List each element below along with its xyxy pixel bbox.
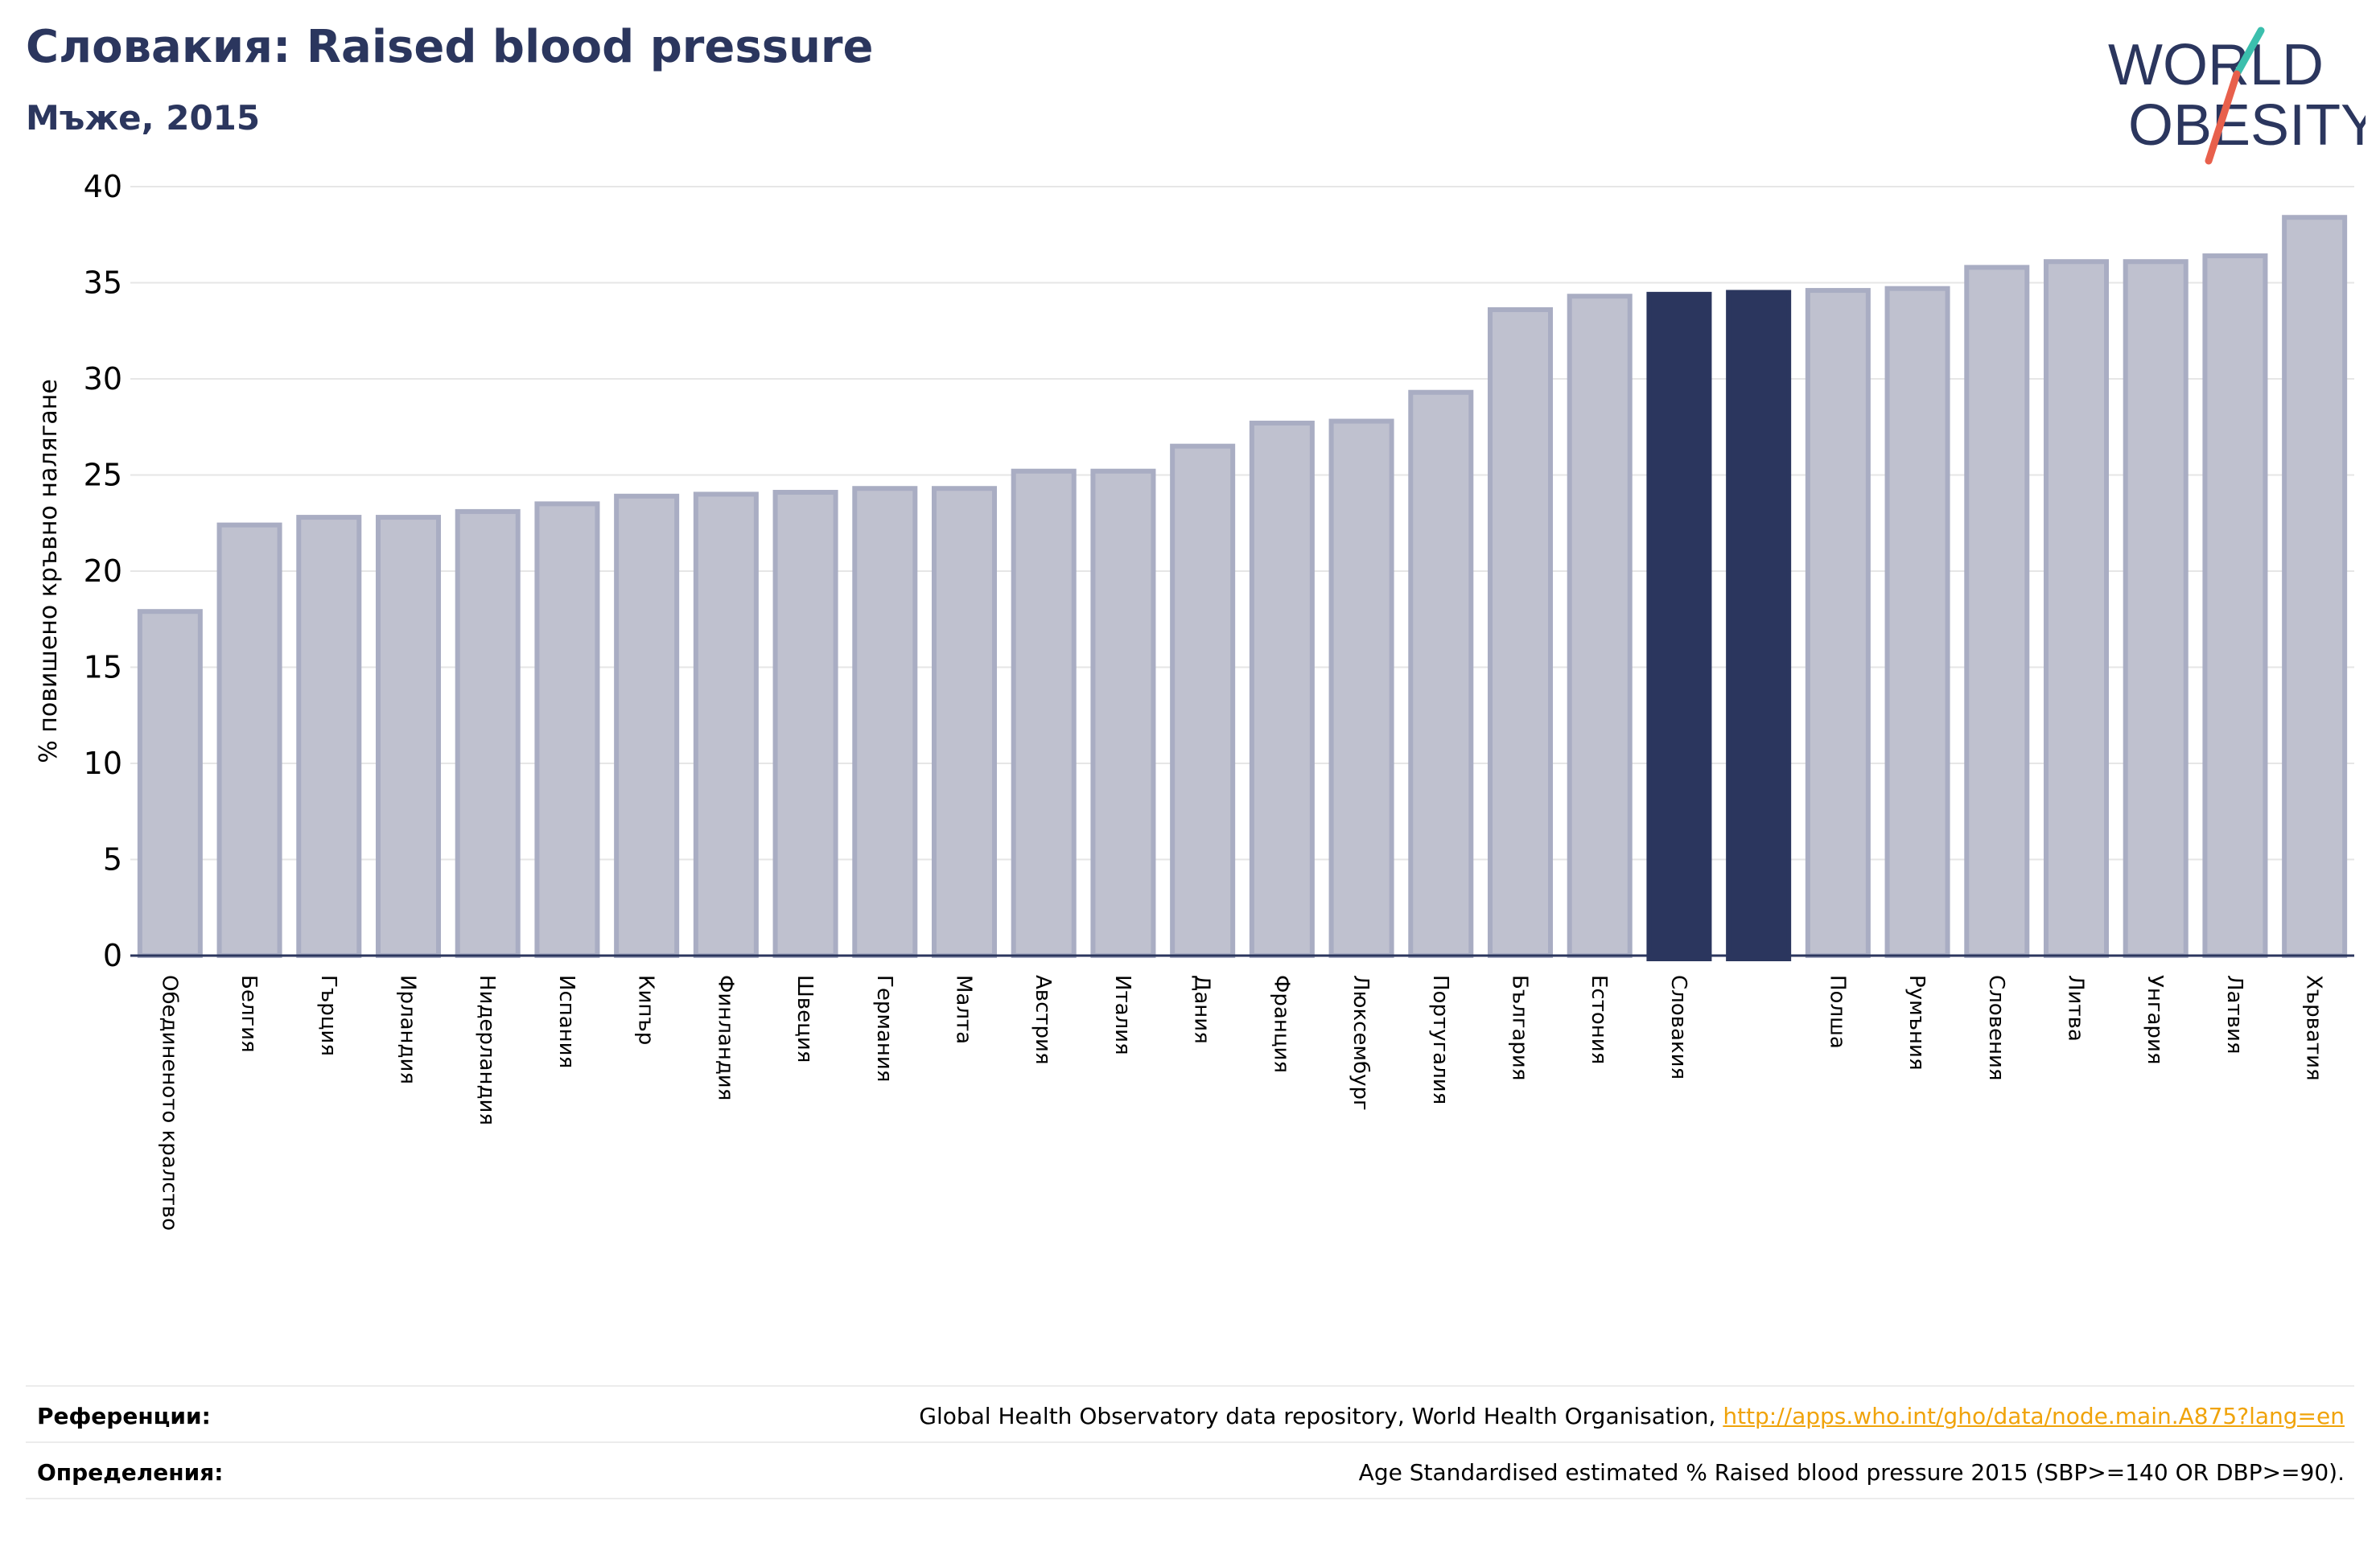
- bar: [1328, 418, 1394, 958]
- references-link[interactable]: http://apps.who.int/gho/data/node.main.A…: [1723, 1403, 2345, 1429]
- x-tick-label: Австрия: [1031, 975, 1055, 1065]
- x-tick-label: Нидерландия: [475, 975, 499, 1125]
- x-tick-label: Латвия: [2222, 975, 2246, 1055]
- footer-divider-top: [26, 1385, 2354, 1387]
- references-label: Референции:: [37, 1403, 211, 1429]
- bar: [534, 501, 600, 958]
- bar: [2282, 215, 2348, 958]
- bar: [1011, 468, 1077, 958]
- x-tick-label: Малта: [952, 975, 976, 1044]
- logo-line1: WORLD: [2108, 33, 2324, 97]
- bar: [216, 522, 282, 958]
- x-tick-label: Румъния: [1904, 975, 1929, 1071]
- x-tick-label: Полша: [1825, 975, 1849, 1049]
- y-axis-label: % повишено кръвно налягане: [35, 379, 63, 763]
- x-tick-label: Люксембург: [1349, 975, 1373, 1111]
- x-tick-label: Франция: [1269, 975, 1293, 1073]
- x-tick-label: Испания: [554, 975, 579, 1068]
- bar: [296, 515, 362, 958]
- bar-chart: 0 5 10 15 20 25 30 35 40 % повишено кръвно наляга…: [35, 169, 2354, 1231]
- x-tick-label: Кипър: [634, 975, 658, 1045]
- bar: [1170, 443, 1236, 958]
- x-tick-label: Обединеното кралство: [157, 975, 181, 1231]
- bar: [2202, 253, 2268, 959]
- footer-divider-middle: [26, 1441, 2354, 1443]
- bar: [1567, 294, 1633, 959]
- world-obesity-logo: WORLD OBESITY: [2108, 27, 2366, 165]
- references-text: Global Health Observatory data repositor…: [919, 1403, 2345, 1429]
- chart-subtitle: Мъже, 2015: [26, 98, 261, 138]
- y-tick-label: 20: [84, 553, 122, 589]
- y-tick-label: 30: [84, 361, 122, 397]
- x-tick-label: Хърватия: [2302, 975, 2326, 1081]
- x-tick-label: Словения: [1984, 975, 2008, 1081]
- bar: [852, 486, 918, 958]
- bar: [1805, 288, 1871, 958]
- y-tick-label: 15: [84, 650, 122, 685]
- bar: [2123, 259, 2189, 958]
- bar: [772, 490, 838, 958]
- x-tick-label: Португалия: [1428, 975, 1452, 1104]
- y-tick-label: 35: [84, 265, 122, 301]
- y-tick-label: 5: [103, 842, 122, 878]
- chart-title: Словакия: Raised blood pressure: [26, 21, 874, 73]
- bar: [614, 493, 680, 958]
- x-tick-label: Унгария: [2143, 975, 2167, 1064]
- bar: [1487, 306, 1554, 958]
- bar: [693, 491, 759, 958]
- bar: [375, 515, 442, 958]
- y-tick-label: 0: [103, 938, 122, 973]
- definitions-label: Определения:: [37, 1459, 224, 1486]
- bar: [1884, 286, 1950, 959]
- bar: [455, 508, 521, 958]
- bar: [931, 486, 998, 958]
- logo-slash-teal: [2233, 27, 2265, 78]
- logo-line2: OBESITY: [2128, 93, 2366, 158]
- bar: [1646, 291, 1712, 961]
- x-tick-label: България: [1508, 975, 1532, 1080]
- x-tick-label: Дания: [1190, 975, 1214, 1044]
- bar: [1090, 468, 1156, 958]
- footer-divider-bottom: [26, 1498, 2354, 1499]
- x-tick-label: Ирландия: [396, 975, 420, 1084]
- references-source: Global Health Observatory data repositor…: [919, 1403, 1723, 1429]
- definitions-text: Age Standardised estimated % Raised bloo…: [1358, 1459, 2345, 1486]
- x-tick-label: Финландия: [713, 975, 737, 1100]
- x-tick-label: Германия: [872, 975, 896, 1082]
- bar: [1964, 265, 2030, 958]
- x-tick-label: Литва: [2064, 975, 2088, 1042]
- y-tick-label: 40: [84, 169, 122, 204]
- x-tick-label: Естония: [1587, 975, 1611, 1064]
- bar: [2043, 259, 2110, 958]
- bar: [1249, 420, 1315, 958]
- x-tick-label: Белгия: [237, 975, 261, 1053]
- x-tick-label: Словакия: [1666, 975, 1690, 1079]
- bar: [1726, 290, 1792, 961]
- y-tick-label: 10: [84, 746, 122, 781]
- bar: [137, 609, 203, 958]
- bar: [1408, 389, 1474, 959]
- y-tick-label: 25: [84, 458, 122, 493]
- x-tick-label: Швеция: [793, 975, 817, 1063]
- x-tick-label: Гърция: [316, 975, 340, 1056]
- logo-slash-red: [2205, 70, 2241, 165]
- x-tick-label: Италия: [1110, 975, 1134, 1055]
